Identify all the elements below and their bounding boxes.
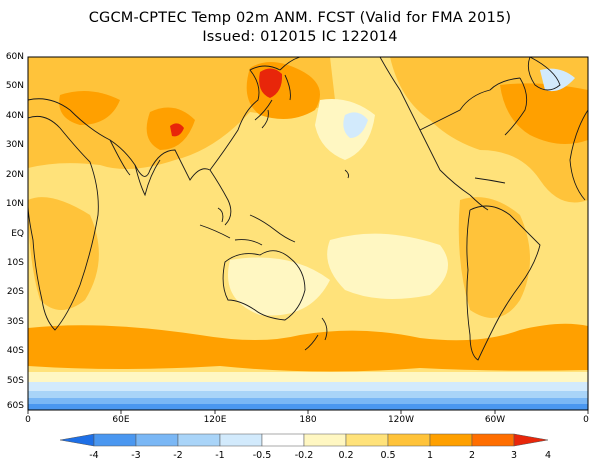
lon-label-60w: 60W: [484, 415, 506, 425]
coastline-eurasia: [28, 98, 232, 226]
lat-label-60n: 60N: [5, 52, 24, 62]
coastline-indonesia: [199, 207, 296, 246]
colorbar-label: 1: [426, 450, 434, 461]
coastline-australia: [222, 250, 306, 321]
anomaly-region-southamerica-warm: [458, 197, 530, 318]
colorbar-bin-7: [303, 433, 347, 447]
colorbar-label: 0.5: [380, 450, 396, 461]
anomaly-region-africa-warm: [28, 197, 99, 310]
colorbar-label: -2: [173, 450, 183, 461]
anomaly-band-southern-blue: [28, 398, 588, 404]
lon-label-180: 180: [299, 415, 317, 425]
coastline-southamerica: [466, 205, 541, 361]
anomaly-region-northatlantic-strong: [500, 83, 588, 144]
anomaly-band-southern-deepblue: [28, 404, 588, 410]
colorbar-bin-4: [177, 433, 221, 447]
coastlines: [28, 57, 588, 361]
lon-label-120e: 120E: [203, 415, 227, 425]
coastline-newzealand: [304, 317, 328, 351]
colorbar: [59, 433, 549, 447]
map-subtitle-issued: Issued: 012015 IC 122014: [202, 29, 398, 45]
lon-label-60e: 60E: [112, 415, 130, 425]
lat-label-40n: 40N: [5, 110, 24, 121]
coastline-centralamerica: [469, 177, 506, 211]
anomaly-region-southpacific-neutral: [228, 257, 330, 316]
lat-label-30n: 30N: [5, 140, 24, 151]
coastline-india: [109, 139, 161, 197]
colorbar-label: 2: [468, 450, 476, 461]
anomaly-region-eastpacific-neutral: [327, 233, 448, 299]
anomaly-field: [28, 57, 588, 410]
colorbar-label: -1: [215, 450, 225, 461]
lat-label-eq: EQ: [11, 228, 24, 239]
colorbar-bin-3: [135, 433, 179, 447]
lat-label-30s: 30S: [6, 316, 24, 327]
lon-label-0-left: 0: [25, 415, 31, 425]
anomaly-region-pacific-cool: [343, 112, 368, 138]
colorbar-bin-11: [471, 433, 515, 447]
lat-label-60s: 60S: [6, 401, 24, 411]
colorbar-bin-5: [219, 433, 263, 447]
colorbar-label: 3: [510, 450, 518, 461]
coastline-northamerica: [379, 57, 528, 196]
colorbar-bin-12: [513, 433, 549, 447]
anomaly-band-southern-cool: [28, 382, 588, 391]
coastline-japan: [254, 99, 273, 129]
lat-label-10n: 10N: [5, 199, 24, 210]
lat-label-20n: 20N: [5, 169, 24, 180]
coastline-eastasia: [209, 65, 281, 171]
anomaly-band-southern-neutral: [28, 372, 588, 382]
anomaly-band-southern-lightblue: [28, 391, 588, 398]
colorbar-bin-6: [261, 433, 305, 447]
colorbar-bin-1: [59, 433, 95, 447]
colorbar-bin-2: [93, 433, 137, 447]
colorbar-label: -0.5: [252, 450, 272, 461]
coastline-kamchatka: [279, 57, 301, 101]
coastline-westafrica-wrap: [569, 109, 588, 201]
colorbar-label: 4: [544, 450, 552, 461]
lat-label-40s: 40S: [6, 346, 24, 357]
colorbar-label: -4: [89, 450, 99, 461]
coastline-africa: [28, 115, 99, 331]
map-title: CGCM-CPTEC Temp 02m ANM. FCST (Valid for…: [88, 10, 512, 26]
colorbar-label: 0.2: [338, 450, 354, 461]
axis-ticks: [27, 410, 589, 414]
colorbar-label: -3: [131, 450, 141, 461]
colorbar-bin-10: [429, 433, 473, 447]
colorbar-bin-8: [345, 433, 389, 447]
lon-label-120w: 120W: [387, 415, 415, 425]
anomaly-hotspot-kamchatka: [259, 68, 283, 98]
colorbar-label: -0.2: [294, 450, 314, 461]
lat-label-50s: 50S: [6, 375, 24, 386]
lat-label-20s: 20S: [6, 287, 24, 298]
anomaly-hotspot-himalaya: [170, 123, 184, 137]
anomaly-region-asia-strong: [59, 91, 120, 125]
lat-label-10s: 10S: [6, 257, 24, 268]
colorbar-bin-9: [387, 433, 431, 447]
lat-label-50n: 50N: [5, 81, 24, 92]
coastline-greenland: [527, 57, 561, 91]
coastline-hawaii: [344, 169, 350, 179]
lon-label-0-right: 0: [583, 415, 589, 425]
